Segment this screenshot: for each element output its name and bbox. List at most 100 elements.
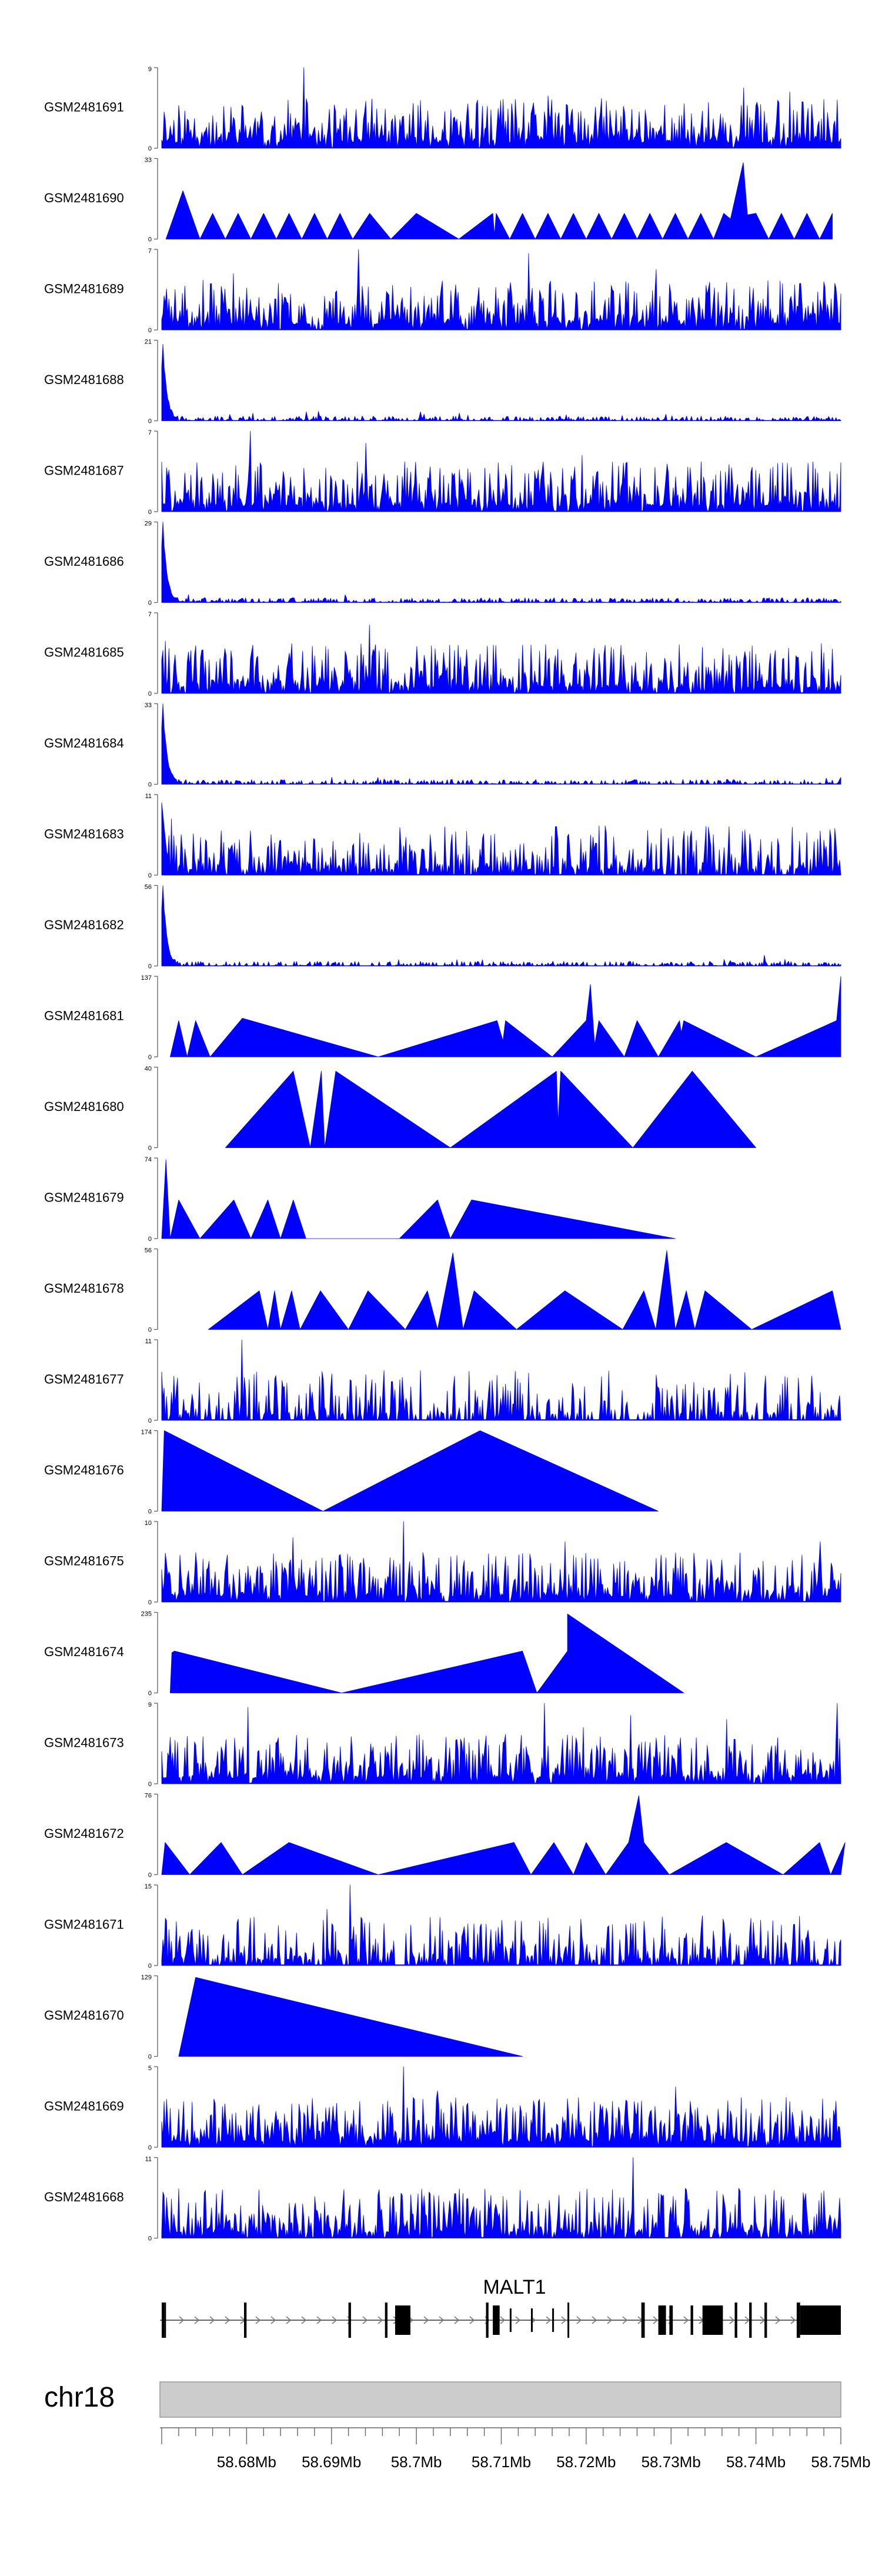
y-min-label: 0: [148, 782, 152, 789]
strand-arrow: [607, 2316, 613, 2324]
gene-model-track: MALT1: [160, 2276, 841, 2338]
y-min-label: 0: [148, 2054, 152, 2061]
track-GSM2481670: GSM2481670 129 0: [44, 1974, 523, 2061]
track-GSM2481688: GSM2481688 21 0: [44, 339, 841, 425]
track-GSM2481680: GSM2481680 40 0: [44, 1066, 756, 1152]
track-GSM2481673: GSM2481673 9 0: [44, 1701, 841, 1788]
track-label: GSM2481672: [44, 1826, 124, 1841]
exon: [244, 2303, 247, 2338]
track-label: GSM2481682: [44, 917, 124, 932]
track-label: GSM2481683: [44, 827, 124, 842]
gene-label: MALT1: [483, 2276, 546, 2298]
exon: [669, 2305, 673, 2335]
coverage-area: [161, 1884, 841, 1966]
track-GSM2481677: GSM2481677 11 0: [44, 1338, 841, 1424]
coverage-area: [161, 522, 841, 603]
y-min-label: 0: [148, 1327, 152, 1334]
strand-arrow: [423, 2316, 429, 2324]
y-min-label: 0: [148, 1599, 152, 1606]
strand-arrow: [592, 2316, 597, 2324]
exon: [658, 2305, 666, 2335]
y-min-label: 0: [148, 509, 152, 516]
strand-arrow: [377, 2316, 383, 2324]
exon: [567, 2303, 570, 2338]
track-label: GSM2481675: [44, 1554, 124, 1569]
coverage-area: [161, 1521, 841, 1603]
coverage-area: [161, 2157, 841, 2238]
y-min-label: 0: [148, 600, 152, 607]
chromosome-bar: [159, 2381, 841, 2418]
coverage-area: [161, 1430, 659, 1511]
coverage-area: [170, 1613, 684, 1693]
coverage-tracks: GSM248169190GSM2481690330GSM248168970GSM…: [44, 66, 846, 2243]
y-max-label: 9: [148, 66, 152, 73]
y-max-label: 7: [148, 248, 152, 255]
coverage-area: [161, 344, 841, 421]
track-GSM2481687: GSM2481687 7 0: [44, 429, 841, 516]
track-GSM2481686: GSM2481686 29 0: [44, 520, 841, 607]
coverage-area: [161, 1795, 846, 1875]
strand-arrow: [729, 2316, 735, 2324]
exon: [641, 2303, 645, 2338]
y-max-label: 40: [145, 1066, 152, 1073]
track-GSM2481683: GSM2481683 11 0: [44, 793, 841, 879]
exon: [395, 2305, 410, 2335]
strand-arrow: [270, 2316, 276, 2324]
strand-arrow: [515, 2316, 521, 2324]
exon: [486, 2303, 489, 2338]
strand-arrow: [439, 2316, 445, 2324]
strand-arrow: [546, 2316, 552, 2324]
track-label: GSM2481689: [44, 282, 124, 296]
track-label: GSM2481684: [44, 736, 124, 750]
y-min-label: 0: [148, 1417, 152, 1424]
strand-arrow: [622, 2316, 628, 2324]
strand-arrow: [255, 2316, 261, 2324]
exon: [796, 2303, 800, 2338]
y-min-label: 0: [148, 236, 152, 243]
strand-arrow: [316, 2316, 322, 2324]
y-max-label: 7: [148, 429, 152, 436]
y-max-label: 174: [141, 1429, 152, 1436]
exon: [690, 2305, 693, 2335]
y-max-label: 137: [141, 975, 152, 982]
y-max-label: 29: [145, 520, 152, 528]
track-label: GSM2481676: [44, 1463, 124, 1477]
coverage-area: [165, 162, 833, 239]
x-tick-label: 58.73Mb: [642, 2453, 701, 2471]
exon: [493, 2305, 500, 2335]
y-min-label: 0: [148, 2144, 152, 2151]
track-GSM2481671: GSM2481671 15 0: [44, 1883, 841, 1970]
track-label: GSM2481691: [44, 100, 124, 115]
strand-arrow: [194, 2316, 200, 2324]
y-max-label: 21: [145, 339, 152, 346]
coverage-area: [161, 625, 841, 694]
strand-arrow: [576, 2316, 582, 2324]
track-label: GSM2481681: [44, 1009, 124, 1023]
track-GSM2481690: GSM2481690 33 0: [44, 157, 833, 243]
track-label: GSM2481688: [44, 372, 124, 387]
y-min-label: 0: [148, 1054, 152, 1061]
track-GSM2481691: GSM2481691 9 0: [44, 66, 841, 152]
track-GSM2481678: GSM2481678 56 0: [44, 1247, 841, 1334]
coverage-area: [225, 1070, 756, 1148]
track-GSM2481676: GSM2481676 174 0: [44, 1429, 659, 1516]
y-min-label: 0: [148, 1963, 152, 1970]
exon: [385, 2303, 387, 2338]
coverage-area: [161, 431, 841, 512]
y-max-label: 15: [145, 1883, 152, 1890]
y-max-label: 129: [141, 1974, 152, 1981]
x-tick-label: 58.71Mb: [472, 2453, 531, 2471]
y-max-label: 33: [145, 702, 152, 709]
track-label: GSM2481670: [44, 2008, 124, 2023]
strand-arrow: [209, 2316, 215, 2324]
track-label: GSM2481669: [44, 2099, 124, 2114]
track-label: GSM2481668: [44, 2190, 124, 2204]
strand-arrow: [790, 2316, 796, 2324]
track-GSM2481672: GSM2481672 76 0: [44, 1793, 846, 1879]
y-min-label: 0: [148, 418, 152, 425]
track-label: GSM2481687: [44, 463, 124, 478]
chromosome-label: chr18: [44, 2382, 115, 2413]
track-label: GSM2481690: [44, 191, 124, 205]
track-label: GSM2481679: [44, 1190, 124, 1205]
y-max-label: 5: [148, 2065, 152, 2072]
